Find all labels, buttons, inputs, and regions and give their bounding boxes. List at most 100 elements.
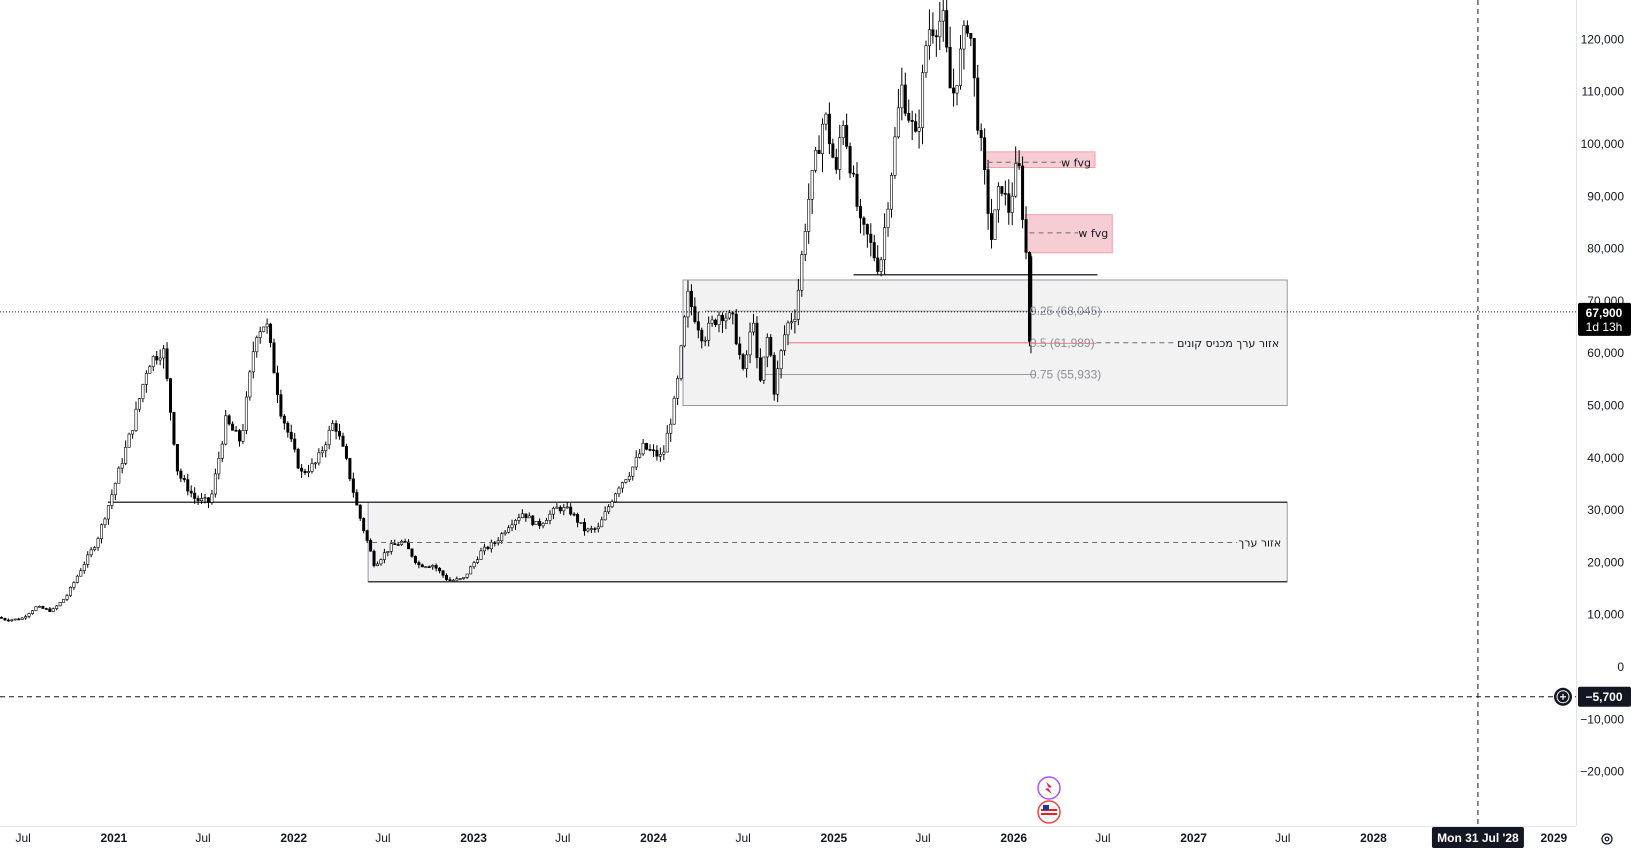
x-tick-label: 2028 xyxy=(1360,831,1387,845)
candle-body xyxy=(693,306,697,322)
fvg-label: w fvg xyxy=(1061,156,1091,169)
y-tick-label: 10,000 xyxy=(1587,608,1624,622)
crosshair-date-tag xyxy=(1431,827,1524,848)
candle-body xyxy=(772,354,776,395)
candle-body xyxy=(941,10,945,22)
candle-body xyxy=(158,357,162,361)
candle-body xyxy=(752,322,756,333)
time-axis[interactable]: Jul 2021 Jul 2022 Jul 2023 Jul 2024 Jul 2025 Jul 20… xyxy=(15,831,1567,845)
candle-body xyxy=(13,618,17,621)
value-zone-box[interactable] xyxy=(367,501,1288,583)
candle-body xyxy=(327,429,331,446)
candle-body xyxy=(865,224,869,235)
candle-body xyxy=(600,519,604,528)
candle-body xyxy=(758,357,762,381)
candle-body xyxy=(269,323,273,344)
candle-body xyxy=(776,368,780,395)
y-tick-label: 120,000 xyxy=(1581,32,1625,46)
candle-body xyxy=(827,113,831,145)
candle-body xyxy=(996,186,1000,211)
candle-body xyxy=(141,384,145,399)
candle-body xyxy=(303,470,307,474)
us-flag-event-icon[interactable] xyxy=(1037,800,1061,824)
candle-body xyxy=(296,449,300,469)
settings-gear-icon[interactable] xyxy=(1601,833,1613,845)
candle-body xyxy=(638,453,642,458)
candle-body xyxy=(313,462,317,465)
annotation-label[interactable]: אזור ערך xyxy=(1238,537,1281,550)
annotation-label[interactable]: אזור ערך מכניס קונים xyxy=(1177,337,1279,350)
candle-body xyxy=(593,528,597,530)
candle-body xyxy=(382,552,386,560)
candle-body xyxy=(144,373,148,385)
candle-body xyxy=(65,595,69,600)
candle-body xyxy=(93,547,97,551)
candle-body xyxy=(210,493,214,503)
candle-body xyxy=(148,366,152,374)
candle-body xyxy=(745,354,749,369)
candle-body xyxy=(200,498,204,502)
y-tick-label: 90,000 xyxy=(1587,189,1624,203)
candle-body xyxy=(224,415,228,445)
candle-body xyxy=(0,617,3,619)
candles-layer xyxy=(0,0,1033,623)
candle-body xyxy=(220,443,224,459)
lightning-event-icon[interactable] xyxy=(1037,776,1061,800)
candle-body xyxy=(41,606,45,609)
candle-body xyxy=(631,466,635,477)
candle-body xyxy=(120,463,124,469)
candle-body xyxy=(907,113,911,121)
candle-body xyxy=(831,143,835,158)
y-tick-label: 110,000 xyxy=(1582,85,1625,99)
candle-body xyxy=(407,541,411,550)
candle-body xyxy=(855,173,859,207)
candle-body xyxy=(113,482,117,496)
candle-body xyxy=(417,562,421,566)
candle-body xyxy=(458,578,462,580)
fvg-box[interactable] xyxy=(1025,214,1113,254)
candle-body xyxy=(931,29,935,36)
x-tick-label: 2024 xyxy=(640,831,667,845)
candle-body xyxy=(203,497,207,499)
candle-body xyxy=(75,575,79,583)
candle-body xyxy=(134,408,138,431)
candle-body xyxy=(420,564,424,568)
add-alert-plus-icon[interactable] xyxy=(1554,687,1572,706)
candle-body xyxy=(193,492,197,499)
candle-body xyxy=(869,233,873,243)
x-tick-label: 2023 xyxy=(460,831,487,845)
candle-body xyxy=(48,608,52,612)
candle-body xyxy=(834,157,838,170)
candle-body xyxy=(486,546,490,549)
candle-body xyxy=(462,577,466,579)
candle-body xyxy=(769,337,773,356)
candle-body xyxy=(338,431,342,437)
candle-body xyxy=(576,513,580,523)
candle-body xyxy=(248,371,252,398)
x-tick-label: 2029 xyxy=(1540,831,1567,845)
candle-body xyxy=(334,423,338,432)
candle-body xyxy=(372,550,376,567)
candle-body xyxy=(676,378,680,399)
fib-level-label: 0.75 (55,933) xyxy=(1030,367,1101,381)
candle-body xyxy=(286,422,290,433)
candle-body xyxy=(814,149,818,171)
candle-body xyxy=(1010,195,1014,213)
candle-body xyxy=(427,566,431,568)
candle-body xyxy=(586,528,590,532)
candle-body xyxy=(351,478,355,493)
candle-body xyxy=(365,530,369,541)
candle-body xyxy=(679,345,683,379)
candle-body xyxy=(741,354,745,369)
fib-level-label: 0.5 (61,989) xyxy=(1030,336,1095,350)
candle-body xyxy=(558,506,562,512)
fvg-label: w fvg xyxy=(1078,227,1108,240)
candle-body xyxy=(31,610,35,614)
candle-body xyxy=(424,566,428,568)
candle-body xyxy=(155,356,159,361)
candle-body xyxy=(696,321,700,331)
candle-body xyxy=(182,478,186,480)
candle-body xyxy=(465,573,469,578)
